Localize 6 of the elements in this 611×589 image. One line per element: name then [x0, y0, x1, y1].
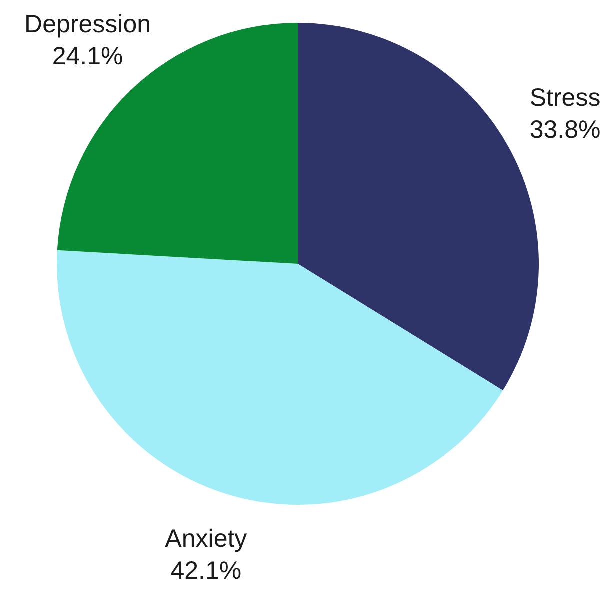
data-label: 24.1% — [52, 42, 124, 70]
slice-label: Stress — [530, 84, 601, 112]
data-label: 42.1% — [170, 556, 242, 585]
slice-label: Depression — [24, 10, 152, 38]
data-label: 33.8% — [530, 116, 601, 144]
slice-label: Anxiety — [165, 524, 248, 553]
